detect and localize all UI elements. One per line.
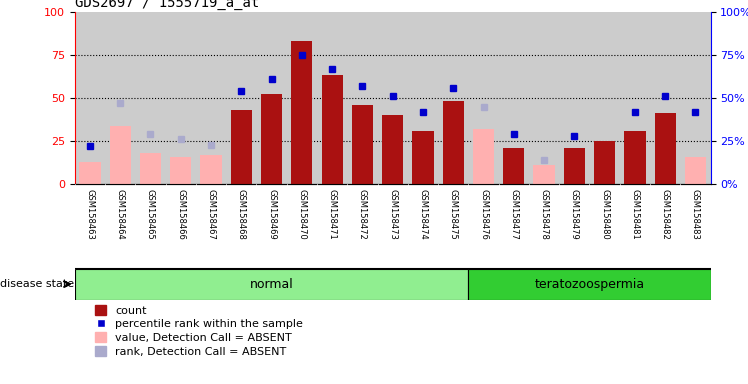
Legend: count, percentile rank within the sample, value, Detection Call = ABSENT, rank, : count, percentile rank within the sample…	[95, 305, 303, 356]
Bar	[322, 75, 343, 184]
Bar	[412, 131, 434, 184]
Text: GSM158465: GSM158465	[146, 189, 155, 239]
Bar	[291, 41, 313, 184]
Bar	[533, 165, 555, 184]
Text: GSM158464: GSM158464	[116, 189, 125, 239]
Bar	[140, 153, 161, 184]
Bar	[503, 148, 524, 184]
Text: GDS2697 / 1555719_a_at: GDS2697 / 1555719_a_at	[75, 0, 259, 10]
Text: GSM158479: GSM158479	[570, 189, 579, 239]
Bar	[564, 148, 585, 184]
Bar	[473, 129, 494, 184]
Text: normal: normal	[250, 278, 293, 291]
Text: GSM158474: GSM158474	[418, 189, 427, 239]
Text: GSM158482: GSM158482	[660, 189, 669, 239]
Text: GSM158480: GSM158480	[600, 189, 609, 239]
Bar	[230, 110, 252, 184]
Text: GSM158473: GSM158473	[388, 189, 397, 239]
Bar	[468, 269, 711, 300]
Text: GSM158478: GSM158478	[539, 189, 548, 239]
Bar	[654, 114, 675, 184]
Text: teratozoospermia: teratozoospermia	[534, 278, 645, 291]
Text: disease state: disease state	[0, 279, 74, 289]
Text: GSM158477: GSM158477	[509, 189, 518, 239]
Bar	[171, 157, 191, 184]
Text: GSM158481: GSM158481	[631, 189, 640, 239]
Text: GSM158463: GSM158463	[85, 189, 94, 239]
Text: GSM158472: GSM158472	[358, 189, 367, 239]
Text: GSM158467: GSM158467	[206, 189, 215, 239]
Text: GSM158466: GSM158466	[177, 189, 186, 239]
Bar	[352, 105, 373, 184]
Bar	[79, 162, 100, 184]
Bar	[75, 269, 468, 300]
Text: GSM158469: GSM158469	[267, 189, 276, 239]
Bar	[594, 141, 615, 184]
Text: GSM158483: GSM158483	[691, 189, 700, 239]
Bar	[685, 157, 706, 184]
Bar	[382, 115, 403, 184]
Text: GSM158475: GSM158475	[449, 189, 458, 239]
Bar	[200, 155, 221, 184]
Text: GSM158470: GSM158470	[298, 189, 307, 239]
Bar	[261, 94, 282, 184]
Bar	[110, 126, 131, 184]
Text: GSM158476: GSM158476	[479, 189, 488, 239]
Bar	[625, 131, 646, 184]
Text: GSM158471: GSM158471	[328, 189, 337, 239]
Bar	[443, 101, 464, 184]
Text: GSM158468: GSM158468	[237, 189, 246, 239]
